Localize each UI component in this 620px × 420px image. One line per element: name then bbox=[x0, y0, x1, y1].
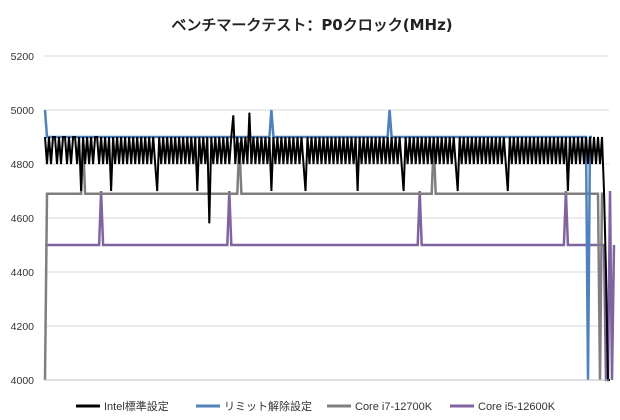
y-tick-label: 4400 bbox=[11, 267, 35, 279]
series-line-0 bbox=[44, 112, 610, 381]
legend-label: Intel標準設定 bbox=[104, 399, 169, 413]
series-line-2 bbox=[43, 142, 604, 381]
y-tick-label: 4000 bbox=[11, 375, 35, 387]
chart-title: ベンチマークテスト：P0クロック(MHz) bbox=[171, 16, 452, 34]
legend: Intel標準設定 リミット解除設定 Core i7-12700K Core i5-1… bbox=[76, 399, 556, 413]
y-tick-label: 4600 bbox=[11, 213, 35, 225]
y-tick-label: 4200 bbox=[11, 321, 35, 333]
gridlines bbox=[44, 55, 609, 327]
y-axis-ticks: 4000 4200 4400 4600 4800 5000 5200 bbox=[11, 51, 35, 387]
y-tick-label: 5200 bbox=[11, 51, 35, 63]
series-lines bbox=[43, 109, 616, 382]
series-line-3 bbox=[45, 190, 616, 382]
legend-label: Core i5-12600K bbox=[478, 401, 556, 413]
legend-label: リミット解除設定 bbox=[224, 399, 312, 413]
y-tick-label: 5000 bbox=[11, 105, 35, 117]
y-tick-label: 4800 bbox=[11, 159, 35, 171]
legend-label: Core i7-12700K bbox=[355, 401, 433, 413]
